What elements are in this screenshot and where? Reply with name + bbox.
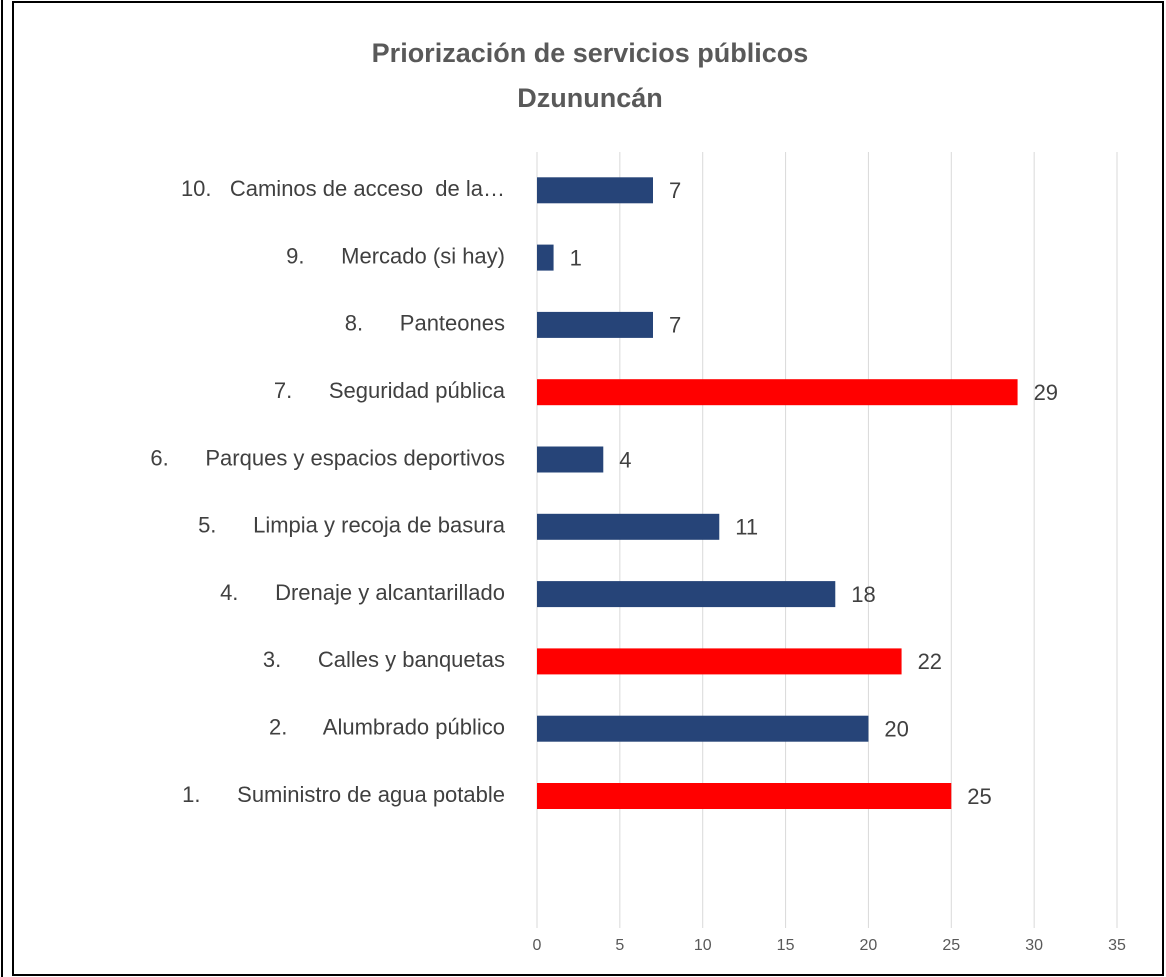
data-label: 29 [1034,380,1058,405]
x-tick-label: 30 [1025,937,1043,954]
data-label: 7 [669,313,681,338]
y-tick-label: 9. Mercado (si hay) [286,243,505,268]
x-tick-label: 35 [1108,937,1126,954]
chart-border [12,1,1164,976]
y-tick-label: 4. Drenaje y alcantarillado [220,580,505,605]
bar [537,311,653,338]
bar [537,581,836,608]
data-label: 11 [735,515,758,540]
y-tick-label: 8. Panteones [345,311,505,336]
data-label: 1 [570,245,582,270]
y-tick-label: 1. Suministro de agua potable [182,782,505,807]
x-tick-label: 10 [694,937,712,954]
data-label: 4 [619,447,631,472]
x-tick-label: 20 [860,937,878,954]
data-label: 20 [884,717,908,742]
bar [537,177,653,204]
data-label: 7 [669,178,681,203]
y-tick-label: 5. Limpia y recoja de basura [198,513,506,538]
x-tick-label: 25 [942,937,960,954]
bar [537,783,952,809]
x-tick-label: 15 [777,937,795,954]
y-tick-label: 7. Seguridad pública [274,378,506,403]
y-tick-label: 2. Alumbrado público [269,715,505,740]
x-tick-label: 0 [533,937,542,954]
bar [537,244,554,271]
bar [537,446,604,473]
data-label: 22 [918,649,942,674]
chart-subtitle: Dzununcán [517,83,663,113]
data-label: 25 [967,784,991,809]
data-label: 18 [851,582,875,607]
x-tick-label: 5 [615,937,624,954]
y-tick-label: 3. Calles y banquetas [263,647,505,672]
bar [537,513,720,540]
chart-title: Priorización de servicios públicos [372,38,809,68]
y-tick-label: 6. Parques y espacios deportivos [150,445,505,470]
bar [537,648,902,675]
bar [537,379,1018,406]
bar [537,715,869,742]
y-tick-label: 10. Caminos de acceso de la… [181,176,505,201]
